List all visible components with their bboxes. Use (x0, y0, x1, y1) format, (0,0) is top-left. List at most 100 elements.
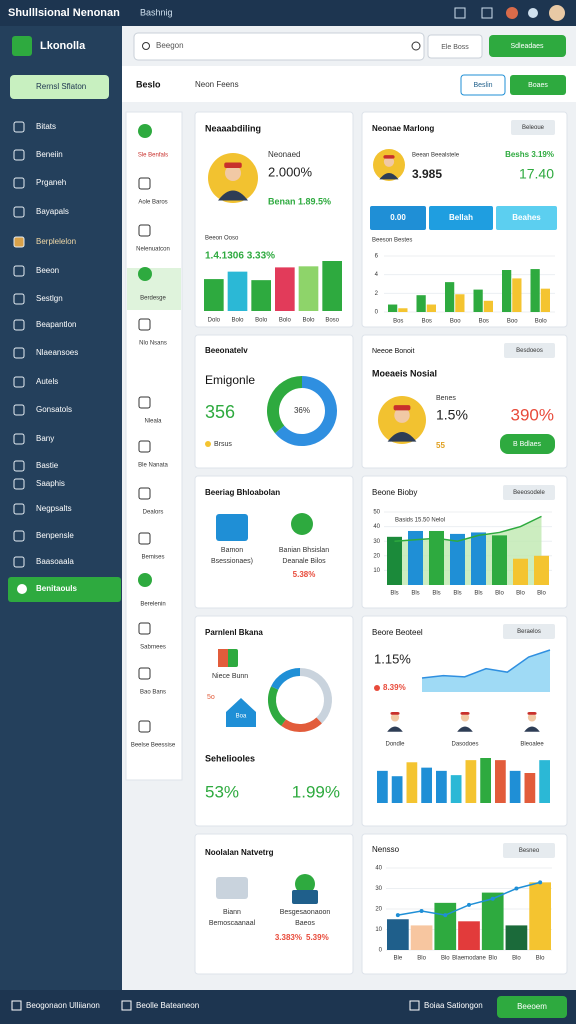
tab[interactable] (370, 206, 426, 230)
menu-icon[interactable] (13, 530, 25, 542)
menu-icon[interactable] (13, 265, 25, 277)
menu-item[interactable]: Beneiin (36, 150, 63, 159)
menu-item[interactable]: Bayapals (36, 207, 69, 216)
menu-item[interactable]: Saaphis (36, 479, 65, 488)
menu-icon[interactable] (13, 149, 25, 161)
subnav-item[interactable]: Nlo Nsans (139, 341, 167, 347)
tab-label[interactable]: 0.00 (390, 213, 406, 222)
subnav-item[interactable]: Beelse Beessise (131, 743, 176, 749)
subnav-icon[interactable] (138, 440, 151, 453)
sidebar-button[interactable] (10, 75, 109, 99)
primary-button[interactable] (489, 35, 566, 57)
menu-item[interactable]: Prganeh (36, 178, 66, 187)
tab[interactable] (496, 206, 557, 230)
menu-icon[interactable] (13, 177, 25, 189)
subnav-item[interactable]: Dealors (143, 510, 164, 516)
subnav-item[interactable]: Aole Baros (138, 200, 167, 206)
menu-icon[interactable] (13, 206, 25, 218)
chip[interactable] (504, 343, 555, 358)
card-title: Beeriag Bhloabolan (205, 488, 280, 497)
chip-label[interactable]: Beraelos (517, 629, 541, 635)
subnav-item[interactable]: Bemises (141, 555, 164, 561)
menu-item[interactable]: Negpsalts (36, 504, 72, 513)
subnav-icon[interactable] (138, 622, 151, 635)
chip-label[interactable]: Beeosodele (513, 490, 545, 496)
subnav-icon[interactable] (138, 224, 151, 237)
menu-item[interactable]: Baasoaala (36, 557, 74, 566)
menu-item[interactable]: Berplelelon (36, 237, 76, 246)
menu-active[interactable] (8, 577, 121, 602)
subnav-item[interactable]: Ble Nanata (138, 463, 168, 469)
filter-label[interactable]: Ele Boss (441, 44, 469, 51)
subnav-icon[interactable] (138, 720, 151, 733)
menu-icon[interactable] (13, 433, 25, 445)
tab-label[interactable]: Bellah (449, 213, 473, 222)
menu-item[interactable]: Bany (36, 434, 54, 443)
menu-item-active[interactable]: Benitaouls (36, 584, 77, 593)
bar (540, 288, 550, 312)
chip-label[interactable]: Beleoue (522, 125, 545, 131)
chip[interactable] (503, 624, 555, 639)
menu-item[interactable]: Autels (36, 377, 58, 386)
subnav-icon[interactable] (138, 532, 151, 545)
top-icon[interactable] (454, 7, 466, 19)
filter-box[interactable] (427, 34, 483, 59)
menu-icon[interactable] (13, 293, 25, 305)
primary-button-label[interactable]: Sdleadaes (510, 43, 544, 50)
menu-item[interactable]: Sestlgn (36, 294, 63, 303)
menu-icon[interactable] (13, 503, 25, 515)
x-tick-label: Boso (325, 318, 339, 324)
tab-label[interactable]: Beahes (512, 213, 541, 222)
line-point (538, 880, 543, 885)
subnav-item[interactable]: Nleala (144, 419, 162, 425)
subnav-icon[interactable] (138, 396, 151, 409)
chip[interactable] (511, 120, 555, 135)
tab[interactable] (429, 206, 493, 230)
toolbar-button-label[interactable]: Boaes (528, 82, 548, 89)
footer-button-label[interactable]: Beeoem (517, 1002, 547, 1011)
menu-item[interactable]: Beapantlon (36, 320, 76, 329)
item-label: Banian Bhsislan (279, 547, 329, 554)
menu-icon[interactable] (13, 404, 25, 416)
subnav-item[interactable]: Nelenuatcon (136, 247, 170, 253)
card-subtitle: Beeon Ooso (205, 236, 239, 242)
chip[interactable] (503, 485, 555, 500)
chip-label[interactable]: Besdoeos (516, 348, 543, 354)
subnav-icon[interactable] (138, 177, 151, 190)
subnav-item[interactable]: Berdesge (140, 296, 166, 302)
menu-icon[interactable] (13, 121, 25, 133)
menu-item[interactable]: Bitats (36, 122, 56, 131)
footer-button[interactable] (497, 996, 567, 1018)
menu-item[interactable]: Bastie (36, 461, 59, 470)
chip[interactable] (503, 843, 555, 858)
menu-icon[interactable] (13, 376, 25, 388)
menu-item[interactable]: Benpensle (36, 531, 74, 540)
subnav-item[interactable]: Bao Bans (140, 690, 166, 696)
search-box[interactable] (133, 32, 425, 61)
top-icon[interactable] (481, 7, 493, 19)
subnav-icon[interactable] (138, 487, 151, 500)
menu-icon[interactable] (13, 319, 25, 331)
outline-button-label[interactable]: Beslin (473, 82, 492, 89)
menu-icon[interactable] (13, 460, 25, 472)
subnav-icon[interactable] (138, 667, 151, 680)
menu-item[interactable]: Nlaeansoes (36, 348, 78, 357)
sidebar-button-label[interactable]: Rernsl Sflaton (36, 82, 86, 91)
subnav-item[interactable]: Sabrnees (140, 645, 166, 651)
menu-item[interactable]: Gonsatols (36, 405, 72, 414)
card-caption: Beeson Bestes (372, 238, 412, 244)
card-button-label[interactable]: B Bdlaes (513, 441, 542, 448)
menu-icon[interactable] (13, 556, 25, 568)
subnav-item[interactable]: Berelenin (140, 602, 165, 608)
subnav-item[interactable]: Sle Benfals (138, 153, 168, 159)
card-button[interactable] (500, 434, 555, 454)
toolbar-button[interactable] (510, 75, 566, 95)
outline-button[interactable] (460, 74, 506, 96)
subnav-icon[interactable] (138, 318, 151, 331)
chip-label[interactable]: Besneo (519, 848, 540, 854)
menu-icon[interactable] (13, 347, 25, 359)
line-point (395, 913, 400, 918)
menu-icon[interactable] (13, 236, 25, 248)
menu-item[interactable]: Beeon (36, 266, 59, 275)
menu-icon[interactable] (13, 478, 25, 490)
